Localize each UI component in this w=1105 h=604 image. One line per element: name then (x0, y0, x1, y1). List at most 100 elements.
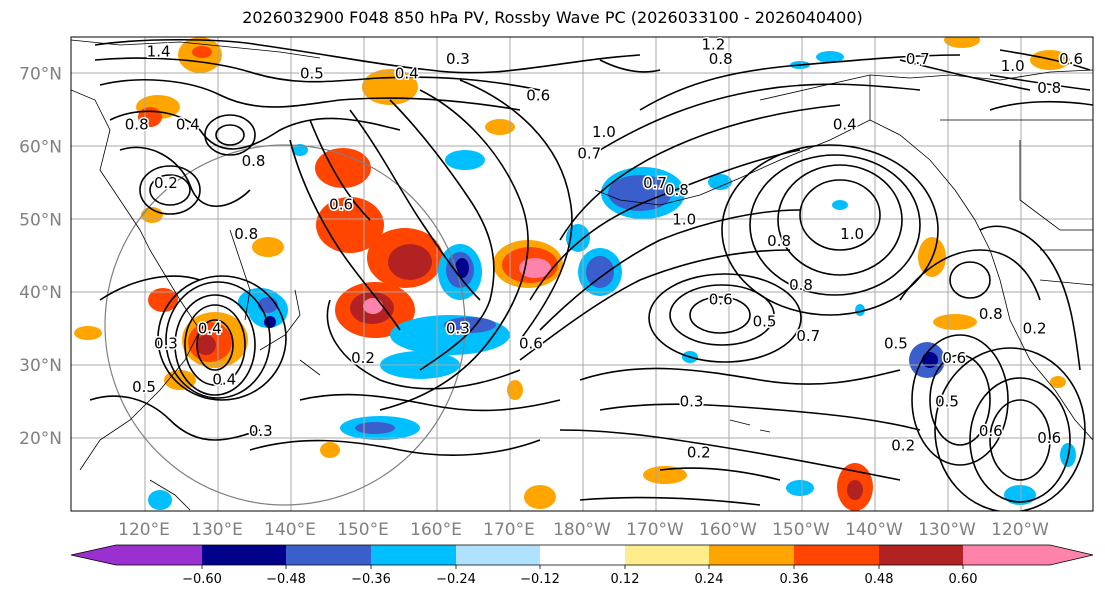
colorbar (70, 544, 1094, 566)
longitude-label: 130°W (918, 520, 976, 540)
contour-label: 0.3 (249, 422, 273, 440)
contour-label: 0.6 (1059, 50, 1083, 68)
contour-label: 0.6 (942, 349, 966, 367)
colorbar-tick-label: 0.48 (865, 572, 894, 587)
colorbar-segment (540, 545, 625, 565)
contour-label: 0.5 (884, 334, 908, 352)
map-frame (70, 36, 1094, 512)
longitude-label: 160°W (699, 520, 757, 540)
longitude-label: 150°E (337, 520, 389, 540)
contour-label: 0.2 (687, 444, 711, 462)
longitude-label: 180°W (553, 520, 611, 540)
contour-label: 1.0 (1001, 57, 1025, 75)
latitude-label: 40°N (19, 283, 62, 303)
contour-label: 0.8 (979, 305, 1003, 323)
contour-label: 0.6 (709, 291, 733, 309)
reference-circle (104, 144, 466, 506)
colorbar-extend-max (1050, 545, 1093, 565)
contour-label: 0.7 (577, 145, 601, 163)
contour-label: 0.7 (643, 174, 667, 192)
contour-label: 0.3 (680, 393, 704, 411)
colorbar-segment (371, 545, 456, 565)
latitude-label: 30°N (19, 356, 62, 376)
contour-label: 0.7 (796, 327, 820, 345)
longitude-label: 170°E (483, 520, 535, 540)
contour-label: 1.0 (840, 225, 864, 243)
contour-label: 0.3 (154, 334, 178, 352)
pv-contours (89, 38, 1093, 511)
contour-label: 0.2 (1023, 320, 1047, 338)
contour-label: 1.0 (672, 210, 696, 228)
colorbar-tick-label: −0.24 (436, 572, 476, 587)
longitude-label: 150°W (772, 520, 830, 540)
contour-label: 0.2 (351, 349, 375, 367)
colorbar-segment (879, 545, 963, 565)
colorbar-outline (70, 544, 1094, 566)
colorbar-tick-label: 0.60 (949, 572, 978, 587)
contour-label: 1.4 (147, 43, 171, 61)
contour-label: 0.7 (906, 50, 930, 68)
contour-label: 1.0 (592, 123, 616, 141)
colorbar-segment (709, 545, 794, 565)
map-area (71, 37, 1093, 511)
colorbar-tick-label: −0.12 (520, 572, 560, 587)
contour-label: 0.8 (1037, 79, 1061, 97)
latitude-label: 20°N (19, 429, 62, 449)
colorbar-segment (286, 545, 371, 565)
contour-label: 0.4 (198, 320, 222, 338)
contour-label: 0.8 (665, 181, 689, 199)
longitude-label: 120°W (991, 520, 1049, 540)
contour-label: 0.6 (526, 86, 550, 104)
contour-label: 0.5 (132, 378, 156, 396)
latitude-axis: 70°N 60°N 50°N 40°N 30°N 20°N (19, 64, 62, 449)
contour-label: 0.4 (176, 116, 200, 134)
colorbar-segment (116, 545, 202, 565)
contour-label: 0.8 (234, 225, 258, 243)
contour-label: 0.4 (395, 64, 419, 82)
colorbar-tick-label: −0.48 (266, 572, 306, 587)
contour-value-labels: 1.4 0.8 0.4 0.2 0.5 0.4 0.3 0.6 0.8 0.8 0.6 0.4 0.3 0… (123, 34, 1084, 463)
contour-label: 0.8 (242, 152, 266, 170)
contour-label: 0.6 (329, 196, 353, 214)
colorbar-segment (963, 545, 1050, 565)
colorbar-segment (202, 545, 286, 565)
colorbar-segment (456, 545, 540, 565)
contour-label: 0.6 (1037, 429, 1061, 447)
latitude-label: 60°N (19, 137, 62, 157)
colorbar-tick-label: −0.36 (351, 572, 391, 587)
contour-label: 0.5 (753, 312, 777, 330)
longitude-axis: 120°E 130°E 140°E 150°E 160°E 170°E 180°W 170°W… (118, 520, 1049, 540)
contour-label: 0.4 (212, 371, 236, 389)
contour-label: 0.6 (979, 422, 1003, 440)
colorbar-segment (794, 545, 879, 565)
contour-label: 0.3 (446, 320, 470, 338)
contour-label: 0.4 (833, 116, 857, 134)
contour-label: 0.8 (709, 50, 733, 68)
contour-label: 0.2 (891, 436, 915, 454)
contour-label: 0.5 (935, 393, 959, 411)
longitude-label: 170°W (626, 520, 684, 540)
longitude-label: 120°E (118, 520, 170, 540)
colorbar-tick-label: 0.12 (611, 572, 640, 587)
contour-label: 0.5 (300, 64, 324, 82)
map-title: 2026032900 F048 850 hPa PV, Rossby Wave … (242, 8, 863, 27)
colorbar-segment (625, 545, 709, 565)
longitude-label: 140°W (845, 520, 903, 540)
contour-label: 1.2 (701, 35, 725, 53)
colorbar-tick-labels: −0.60 −0.48 −0.36 −0.24 −0.12 0.12 0.24 0.36 0.4… (182, 565, 977, 587)
colorbar-tick-label: −0.60 (182, 572, 222, 587)
longitude-label: 130°E (191, 520, 243, 540)
contour-label: 0.2 (154, 174, 178, 192)
latitude-label: 70°N (19, 64, 62, 84)
longitude-label: 160°E (410, 520, 462, 540)
contour-label: 0.6 (519, 334, 543, 352)
contour-label: 0.8 (789, 276, 813, 294)
colorbar-tick-label: 0.24 (695, 572, 724, 587)
colorbar-extend-min (71, 545, 116, 565)
latitude-label: 50°N (19, 210, 62, 230)
longitude-label: 140°E (264, 520, 316, 540)
colorbar-tick-label: 0.36 (780, 572, 809, 587)
contour-label: 0.8 (767, 232, 791, 250)
contour-label: 0.8 (125, 116, 149, 134)
